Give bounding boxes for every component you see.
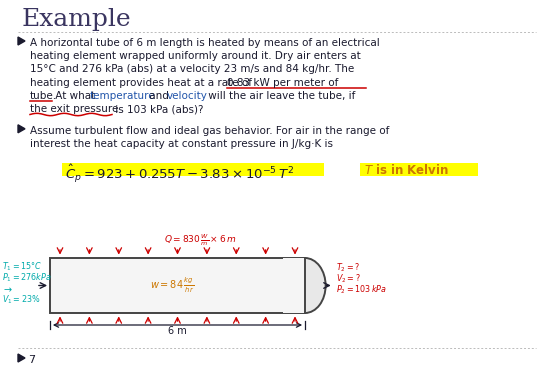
Text: and: and [146, 91, 172, 101]
Text: velocity: velocity [167, 91, 208, 101]
Bar [284, 258, 306, 313]
Text: 15°C and 276 kPa (abs) at a velocity 23 m/s and 84 kg/hr. The: 15°C and 276 kPa (abs) at a velocity 23 … [30, 65, 354, 74]
Text: $Q = 830\,\frac{W}{m} \times 6\,m$: $Q = 830\,\frac{W}{m} \times 6\,m$ [164, 233, 236, 248]
Bar [360, 163, 478, 176]
Text: $\rightarrow$: $\rightarrow$ [2, 284, 13, 294]
Text: heating element provides heat at a rate of: heating element provides heat at a rate … [30, 78, 255, 87]
Text: $P_2=103\,kPa$: $P_2=103\,kPa$ [336, 284, 387, 296]
Text: $V_2=?$: $V_2=?$ [336, 273, 360, 285]
Text: interest the heat capacity at constant pressure in J/kg·K is: interest the heat capacity at constant p… [30, 139, 333, 149]
Text: $T_2=?$: $T_2=?$ [336, 262, 360, 274]
Text: temperature: temperature [90, 91, 156, 101]
Text: Assume turbulent flow and ideal gas behavior. For air in the range of: Assume turbulent flow and ideal gas beha… [30, 126, 389, 136]
Text: 6 m: 6 m [168, 326, 187, 336]
Text: heating element wrapped uniformly around it. Dry air enters at: heating element wrapped uniformly around… [30, 51, 361, 61]
Text: A horizontal tube of 6 m length is heated by means of an electrical: A horizontal tube of 6 m length is heate… [30, 38, 379, 48]
Text: Example: Example [22, 8, 132, 31]
Text: $T_1=15°C$: $T_1=15°C$ [2, 261, 42, 273]
Text: $w = 84\,\frac{kg}{hr}$: $w = 84\,\frac{kg}{hr}$ [150, 276, 194, 295]
Text: the exit pressure: the exit pressure [30, 104, 119, 114]
Text: is 103 kPa (abs)?: is 103 kPa (abs)? [112, 104, 203, 114]
Bar [62, 163, 324, 176]
Text: $\hat{C}_p = 923 + 0.255T - 3.83 \times 10^{-5}\,T^2$: $\hat{C}_p = 923 + 0.255T - 3.83 \times … [65, 163, 294, 185]
Text: At what: At what [52, 91, 99, 101]
Text: 7: 7 [28, 355, 35, 365]
Text: $\it{T}$ is in Kelvin: $\it{T}$ is in Kelvin [364, 163, 449, 177]
Polygon shape [18, 354, 25, 362]
Polygon shape [18, 125, 25, 133]
Polygon shape [18, 37, 25, 45]
Ellipse shape [284, 258, 326, 313]
Text: 0.83 kW per meter of: 0.83 kW per meter of [227, 78, 338, 87]
Bar [50, 258, 305, 313]
Text: $P_1=276kPa$: $P_1=276kPa$ [2, 272, 52, 284]
Text: will the air leave the tube, if: will the air leave the tube, if [205, 91, 355, 101]
Text: $V_1=23\%$: $V_1=23\%$ [2, 294, 40, 306]
Text: tube.: tube. [30, 91, 57, 101]
